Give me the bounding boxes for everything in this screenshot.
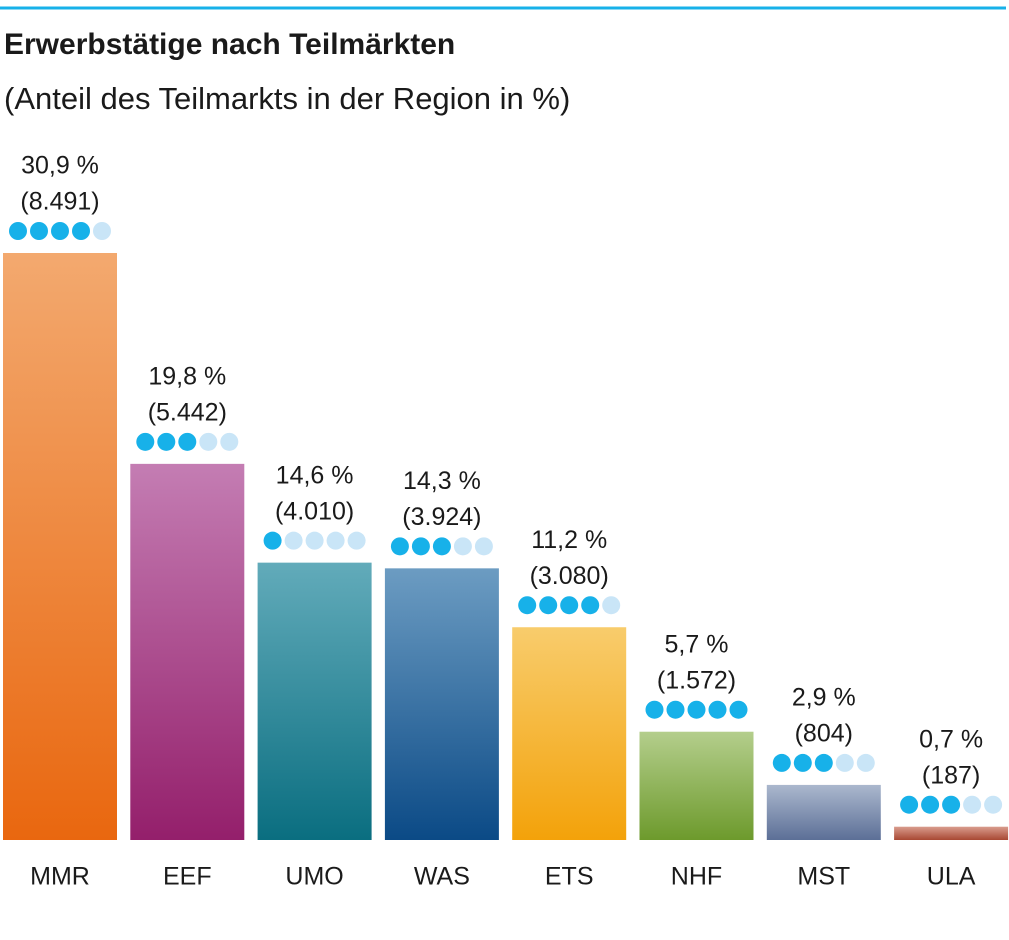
count-label: (3.924) [402,503,481,531]
count-label: (8.491) [20,188,99,216]
rating-dot [305,531,324,550]
rating-dot [432,537,451,556]
rating-dots [390,537,493,556]
value-label: 0,7 % [919,725,983,753]
rating-dots [645,700,748,719]
rating-dot [9,222,27,240]
rating-dot [518,596,537,615]
rating-dot [178,432,197,451]
rating-dot [687,700,706,719]
rating-dot [539,596,558,615]
x-tick-label: MST [797,863,850,891]
x-tick-label: ETS [545,863,594,891]
rating-dot [72,222,90,240]
rating-dot [814,753,833,772]
value-label: 5,7 % [665,630,729,658]
x-tick-label: WAS [414,863,470,891]
value-label: 11,2 % [531,526,607,554]
bar [766,784,881,840]
rating-dot [93,222,111,240]
rating-dot [708,700,727,719]
rating-dot [411,537,430,556]
rating-dot [390,537,409,556]
bar [894,826,1009,840]
rating-dot [942,795,961,814]
rating-dot [921,795,940,814]
value-label: 30,9 % [21,152,99,180]
rating-dot [729,700,748,719]
bar [257,562,372,840]
rating-dot [284,531,303,550]
value-label: 14,6 % [276,461,354,489]
rating-dots [518,596,621,615]
rating-dot [602,596,621,615]
count-label: (187) [922,761,980,789]
value-label: 14,3 % [403,467,481,495]
value-label: 19,8 % [148,362,226,390]
rating-dot [474,537,493,556]
count-label: (5.442) [148,398,227,426]
rating-dots [9,222,111,240]
rating-dot [220,432,239,451]
rating-dot [835,753,854,772]
rating-dots [772,753,875,772]
rating-dot [856,753,875,772]
x-tick-label: MMR [30,863,90,891]
rating-dot [581,596,600,615]
x-tick-label: ULA [927,863,976,891]
bar [130,463,245,840]
rating-dots [136,432,239,451]
bar [512,627,627,840]
x-tick-label: UMO [285,863,343,891]
chart-title: Erwerbstätige nach Teilmärkten [4,28,455,61]
rating-dots [900,795,1003,814]
x-tick-label: NHF [671,863,722,891]
rating-dot [900,795,919,814]
rating-dot [30,222,48,240]
rating-dots [263,531,366,550]
bar [3,253,117,840]
value-label: 2,9 % [792,684,856,712]
bar [639,731,754,840]
bar [384,568,499,840]
chart-subtitle: (Anteil des Teilmarkts in der Region in … [4,81,570,116]
rating-dot [157,432,176,451]
rating-dot [793,753,812,772]
count-label: (804) [795,720,853,748]
rating-dot [772,753,791,772]
rating-dot [645,700,664,719]
rating-dot [453,537,472,556]
rating-dot [263,531,282,550]
count-label: (1.572) [657,666,736,694]
rating-dot [347,531,366,550]
rating-dot [199,432,218,451]
rating-dot [666,700,685,719]
rating-dot [984,795,1003,814]
rating-dot [963,795,982,814]
count-label: (3.080) [530,562,609,590]
rating-dot [136,432,155,451]
rating-dot [560,596,579,615]
count-label: (4.010) [275,497,354,525]
x-tick-label: EEF [163,863,212,891]
rating-dot [51,222,69,240]
rating-dot [326,531,345,550]
